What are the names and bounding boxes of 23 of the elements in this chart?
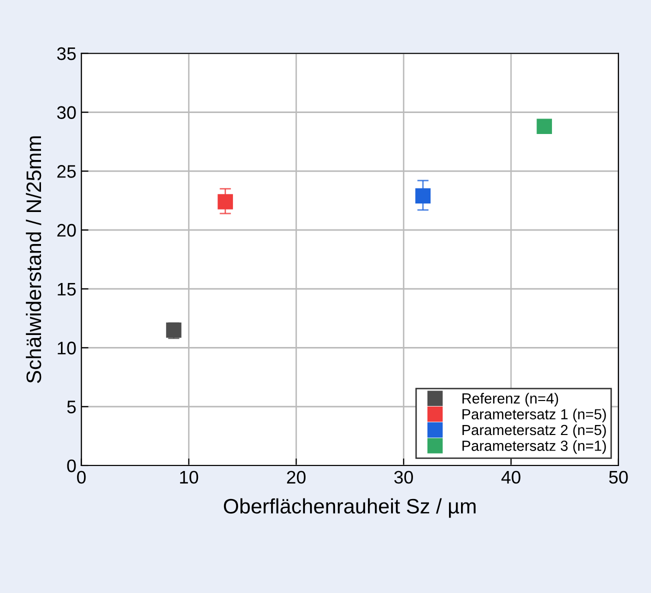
- x-tick-label: 50: [609, 470, 628, 484]
- point: [415, 188, 431, 204]
- y-tick-label: 0: [67, 459, 76, 472]
- y-tick-label: 5: [67, 400, 76, 414]
- x-tick-label: 0: [77, 470, 86, 484]
- x-tick-label: 30: [394, 470, 413, 484]
- point: [218, 194, 233, 210]
- y-tick-label: 35: [57, 47, 76, 60]
- legend-label: Parametersatz 3 (n=1): [462, 440, 606, 454]
- y-tick-label: 25: [57, 165, 76, 178]
- x-tick-label: 40: [501, 470, 520, 484]
- y-tick-label: 10: [58, 342, 76, 354]
- legend-label: Parametersatz 2 (n=5): [462, 424, 606, 438]
- x-tick-label: 20: [287, 470, 306, 484]
- x-axis-title: Oberflächenrauheit Sz / µm: [224, 498, 476, 518]
- x-tick-label: 10: [180, 470, 198, 484]
- y-tick-label: 30: [57, 106, 76, 119]
- legend-label: Parametersatz 1 (n=5): [462, 408, 606, 422]
- y-tick-label: 20: [57, 224, 76, 237]
- legend-label: Referenz (n=4): [462, 392, 558, 406]
- y-axis-title: Schälwiderstand / N/25mm: [26, 136, 42, 383]
- point: [536, 118, 552, 134]
- y-tick-label: 15: [58, 282, 76, 296]
